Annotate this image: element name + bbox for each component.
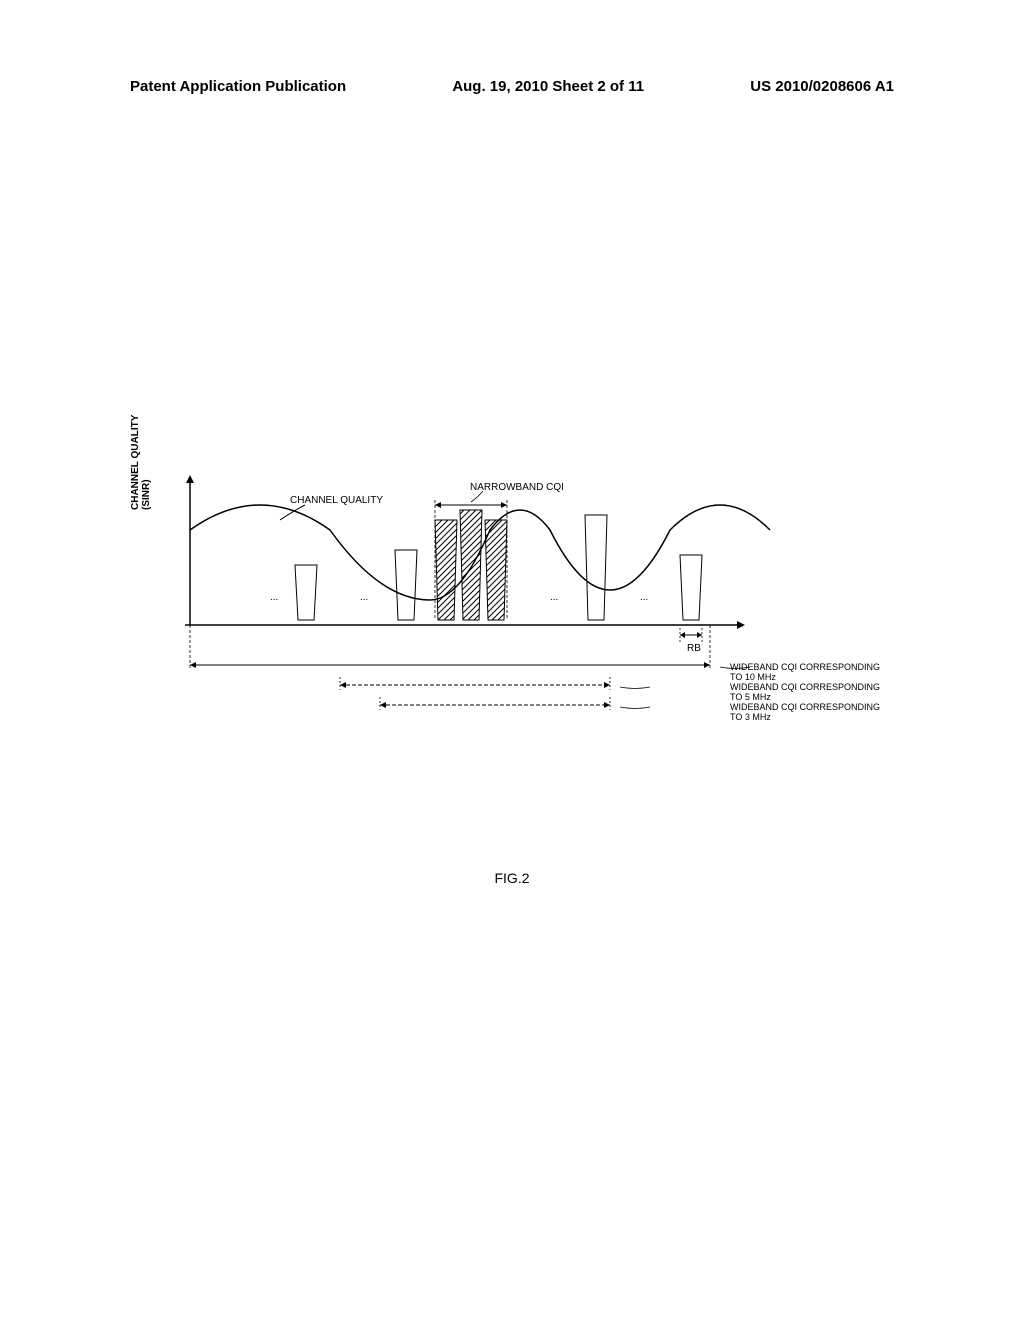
figure-caption: FIG.2 (0, 870, 1024, 886)
svg-text:...: ... (550, 592, 558, 603)
narrowband-cqi-label: NARROWBAND CQI (470, 482, 564, 493)
chart-svg: ............ (180, 470, 880, 790)
page-header: Patent Application Publication Aug. 19, … (0, 78, 1024, 95)
channel-quality-label: CHANNEL QUALITY (290, 495, 383, 506)
figure-container: CHANNEL QUALITY (SINR) ............ CHAN… (140, 470, 890, 870)
rb-label: RB (687, 643, 701, 654)
header-patent-number: US 2010/0208606 A1 (750, 78, 894, 95)
header-date-sheet: Aug. 19, 2010 Sheet 2 of 11 (452, 78, 644, 95)
y-axis-label: CHANNEL QUALITY (SINR) (130, 415, 152, 510)
header-publication: Patent Application Publication (130, 78, 346, 95)
svg-text:...: ... (640, 592, 648, 603)
wideband-10-label: WIDEBAND CQI CORRESPONDING TO 10 MHz (730, 662, 890, 682)
svg-text:...: ... (270, 592, 278, 603)
wideband-3-label: WIDEBAND CQI CORRESPONDING TO 3 MHz (730, 702, 890, 722)
svg-text:...: ... (360, 592, 368, 603)
wideband-5-label: WIDEBAND CQI CORRESPONDING TO 5 MHz (730, 682, 890, 702)
